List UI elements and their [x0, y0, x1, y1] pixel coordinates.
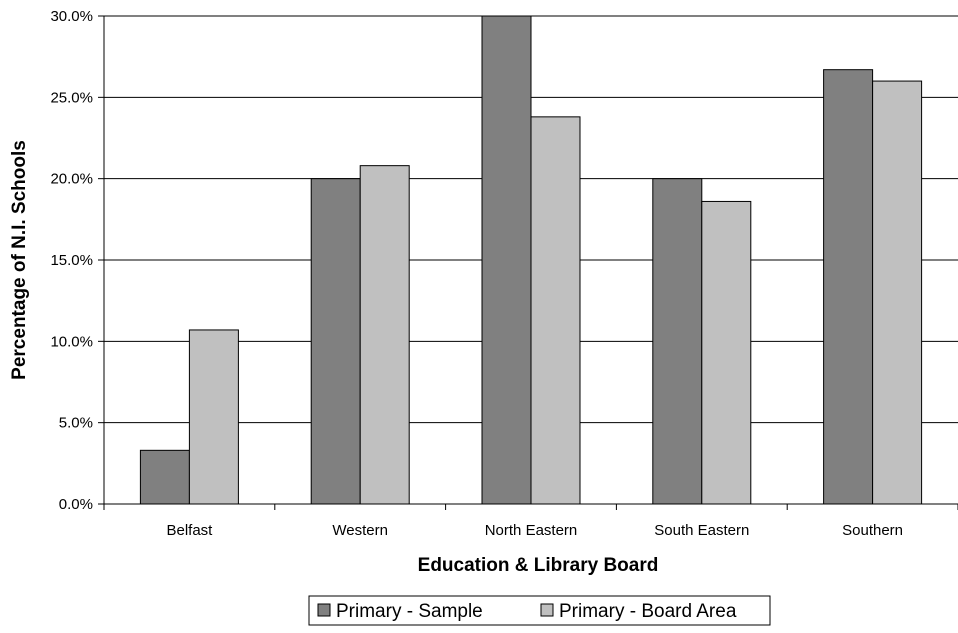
bar-primary-sample-belfast: [139, 449, 190, 505]
x-tick-labels: Belfast Western North Eastern South Eastern…: [166, 522, 903, 539]
bars: [139, 15, 923, 505]
y-tick-labels: 0.0% 5.0% 10.0% 15.0% 20.0% 25.0% 30.0%: [50, 8, 93, 513]
y-tick-label: 25.0%: [50, 89, 93, 106]
legend-label-primary-sample: Primary - Sample: [336, 601, 483, 622]
y-tick-label: 10.0%: [50, 333, 93, 350]
y-tick-label: 5.0%: [59, 415, 93, 432]
bar-primary-board-area-south-eastern: [701, 200, 752, 505]
legend: Primary - Sample Primary - Board Area: [308, 595, 771, 626]
bar-primary-sample-north-eastern: [481, 15, 532, 505]
bar-primary-sample-southern: [823, 69, 874, 505]
axes: [98, 15, 958, 510]
y-tick-label: 20.0%: [50, 171, 93, 188]
y-tick-label: 15.0%: [50, 252, 93, 269]
x-tick-label: South Eastern: [654, 522, 749, 539]
x-axis-title: Education & Library Board: [418, 555, 659, 576]
bar-primary-board-area-southern: [872, 80, 923, 505]
legend-box: [308, 595, 771, 626]
x-tick-label: Belfast: [166, 522, 213, 539]
y-tick-label: 30.0%: [50, 8, 93, 25]
x-tick-label: Southern: [842, 522, 903, 539]
x-tick-label: North Eastern: [485, 522, 578, 539]
legend-label-primary-board-area: Primary - Board Area: [559, 601, 737, 622]
y-axis-title: Percentage of N.I. Schools: [9, 140, 30, 380]
legend-swatch-primary-sample: [317, 603, 331, 617]
bar-primary-sample-south-eastern: [652, 178, 703, 505]
legend-swatch-primary-board-area: [540, 603, 554, 617]
x-tick-label: Western: [332, 522, 388, 539]
bar-primary-board-area-western: [359, 165, 410, 505]
bar-primary-sample-western: [310, 178, 361, 505]
y-tick-label: 0.0%: [59, 496, 93, 513]
bar-primary-board-area-north-eastern: [530, 116, 581, 505]
bar-primary-board-area-belfast: [188, 329, 239, 505]
